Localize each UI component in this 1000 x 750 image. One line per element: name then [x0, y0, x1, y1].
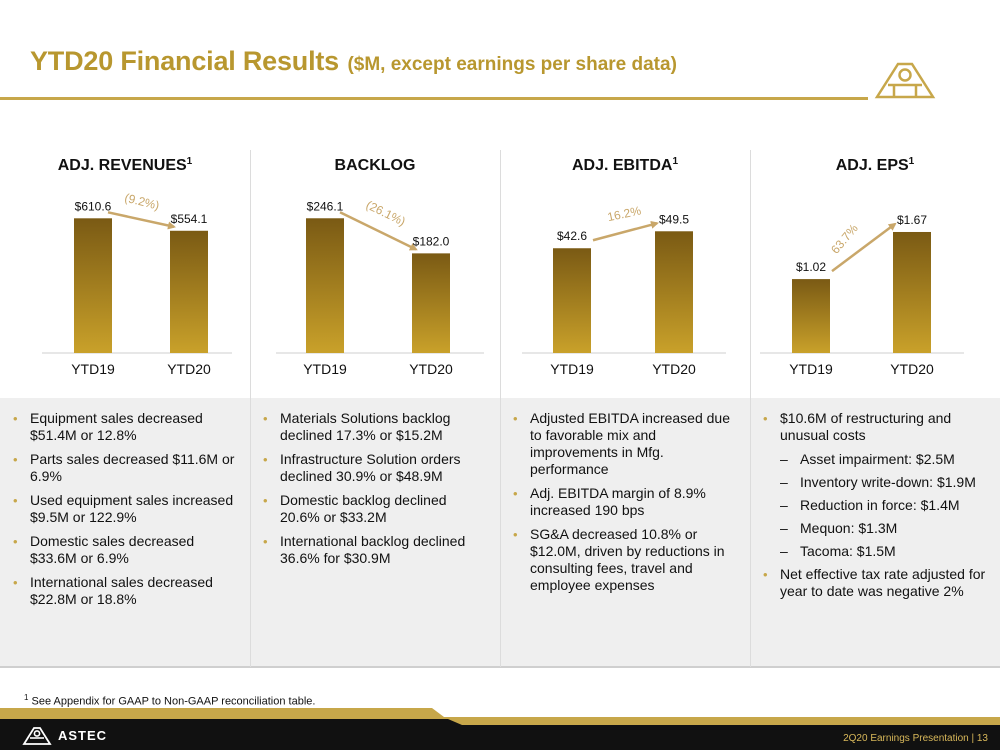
bullets-ebitda: Adjusted EBITDA increased due to favorab… — [508, 410, 740, 601]
bar-value-label: $1.02 — [796, 260, 826, 274]
bullet-item: Materials Solutions backlog declined 17.… — [258, 410, 490, 444]
bullet-item: Parts sales decreased $11.6M or 6.9% — [8, 451, 240, 485]
bar-ytd19 — [792, 279, 830, 353]
sub-bullet-item: Inventory write-down: $1.9M — [758, 474, 994, 491]
bullet-item: Used equipment sales increased $9.5M or … — [8, 492, 240, 526]
bullets-eps: $10.6M of restructuring and unusual cost… — [758, 410, 994, 607]
change-arrow — [107, 211, 176, 230]
sub-bullet-item: Tacoma: $1.5M — [758, 543, 994, 560]
slide-title-subtitle: ($M, except earnings per share data) — [347, 54, 677, 75]
change-arrow — [592, 220, 659, 242]
change-arrow — [831, 222, 897, 273]
slide-title: YTD20 Financial Results ($M, except earn… — [30, 46, 677, 77]
sub-bullet-item: Reduction in force: $1.4M — [758, 497, 994, 514]
x-tick-label: YTD20 — [652, 361, 696, 377]
title-underline — [0, 97, 868, 100]
bullets-revenues: Equipment sales decreased $51.4M or 12.8… — [8, 410, 240, 615]
bullet-item: International sales decreased $22.8M or … — [8, 574, 240, 608]
bullet-item: Net effective tax rate adjusted for year… — [758, 566, 994, 600]
bar-ytd19 — [306, 218, 344, 353]
change-percent-label: (26.1%) — [364, 198, 408, 229]
footer-page-label: 2Q20 Earnings Presentation | 13 — [843, 733, 988, 744]
bullet-item: Infrastructure Solution orders declined … — [258, 451, 490, 485]
x-tick-label: YTD19 — [789, 361, 833, 377]
bar-value-label: $610.6 — [75, 199, 112, 213]
footer-bar — [0, 708, 1000, 750]
x-tick-label: YTD19 — [303, 361, 347, 377]
x-tick-label: YTD20 — [890, 361, 934, 377]
bar-value-label: $554.1 — [171, 212, 208, 226]
column-separator — [250, 150, 251, 667]
bullet-item: Adj. EBITDA margin of 8.9% increased 190… — [508, 485, 740, 519]
bullet-item: SG&A decreased 10.8% or $12.0M, driven b… — [508, 526, 740, 594]
column-separator — [500, 150, 501, 667]
bar-value-label: $49.5 — [659, 212, 689, 226]
bar-value-label: $182.0 — [413, 234, 450, 248]
change-percent-label: (9.2%) — [123, 191, 161, 213]
bullets-backlog: Materials Solutions backlog declined 17.… — [258, 410, 490, 574]
bar-charts: $610.6 YTD19 $554.1 YTD20 (9.2%) $246.1 YTD19 $… — [42, 191, 964, 377]
panel-title-ebitda: ADJ. EBITDA1 — [571, 156, 678, 174]
bar-ytd20 — [893, 231, 931, 353]
bar-value-label: $42.6 — [557, 229, 587, 243]
slide-title-main: YTD20 Financial Results — [30, 46, 339, 76]
change-percent-label: 16.2% — [606, 203, 643, 224]
bar-ytd19 — [553, 248, 591, 353]
astec-logo-icon — [874, 62, 936, 99]
bullets-bottom-rule — [0, 666, 1000, 668]
bar-ytd19 — [74, 218, 112, 353]
sub-bullet-item: Asset impairment: $2.5M — [758, 451, 994, 468]
x-tick-label: YTD19 — [71, 361, 115, 377]
x-tick-label: YTD20 — [409, 361, 453, 377]
panel-title-revenues: ADJ. REVENUES1 — [57, 156, 193, 174]
column-separator — [750, 150, 751, 667]
bullet-item: Adjusted EBITDA increased due to favorab… — [508, 410, 740, 478]
bar-ytd20 — [170, 230, 208, 353]
panel-title-eps: ADJ. EPS1 — [835, 156, 915, 174]
bar-value-label: $246.1 — [307, 199, 344, 213]
bullet-item: Domestic backlog declined 20.6% or $33.2… — [258, 492, 490, 526]
astec-footer-logo-icon — [22, 727, 52, 745]
bar-ytd20 — [412, 253, 450, 353]
bullet-item: Equipment sales decreased $51.4M or 12.8… — [8, 410, 240, 444]
bar-ytd20 — [655, 231, 693, 353]
footer-brand-name: ASTEC — [58, 728, 108, 743]
panel-title-backlog: BACKLOG — [334, 157, 416, 174]
bullet-item: $10.6M of restructuring and unusual cost… — [758, 410, 994, 444]
x-tick-label: YTD19 — [550, 361, 594, 377]
bar-value-label: $1.67 — [897, 213, 927, 227]
footnote: 1 See Appendix for GAAP to Non-GAAP reco… — [24, 693, 316, 708]
sub-bullet-item: Mequon: $1.3M — [758, 520, 994, 537]
change-arrow — [339, 211, 418, 251]
bullet-item: Domestic sales decreased $33.6M or 6.9% — [8, 533, 240, 567]
x-tick-label: YTD20 — [167, 361, 211, 377]
bullet-item: International backlog declined 36.6% for… — [258, 533, 490, 567]
change-percent-label: 63.7% — [828, 221, 861, 256]
